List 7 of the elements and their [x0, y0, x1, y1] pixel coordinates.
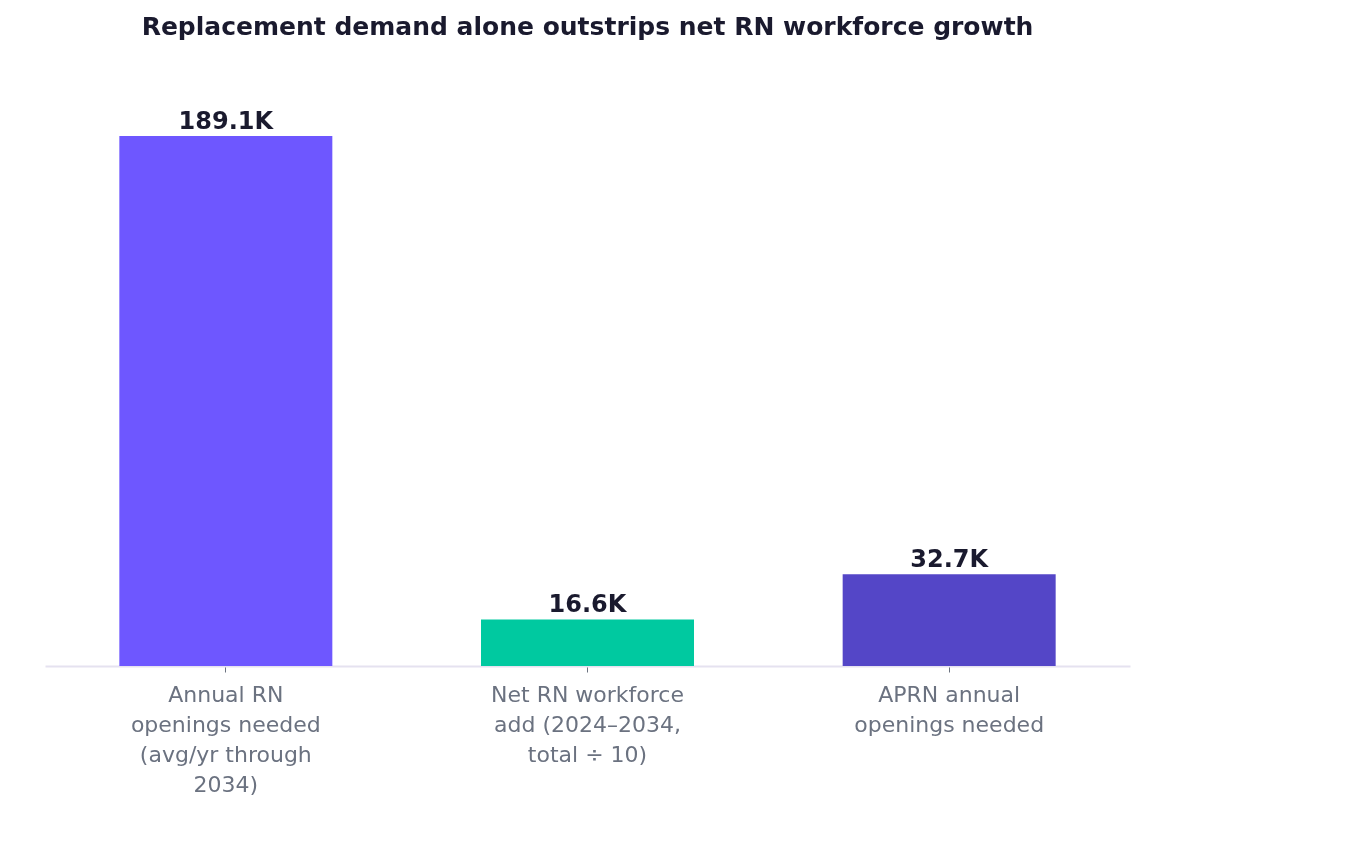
data-label: 189.1K: [178, 107, 275, 135]
data-label: 32.7K: [910, 545, 990, 574]
x-tick-label: APRN annual openings needed: [854, 681, 1045, 737]
data-label: 16.6K: [548, 590, 628, 619]
x-tick-label: Annual RN openings needed (avg/yr through 2034): [130, 681, 321, 797]
x-tick-label: Net RN workforce add (2024–2034, total ÷ 10): [491, 681, 684, 767]
chart-title: Replacement demand alone outstrips net RN workforce growth: [141, 12, 1034, 41]
